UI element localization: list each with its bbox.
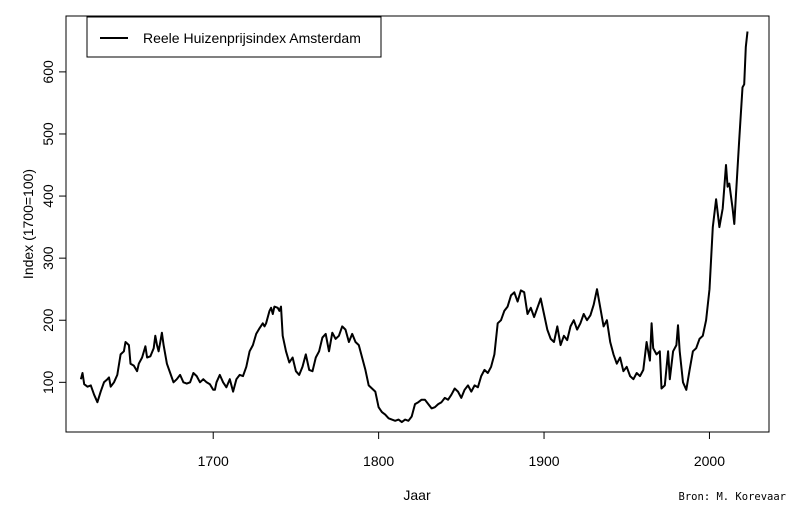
y-tick-label: 100 [40,370,56,394]
source-credit: Bron: M. Korevaar [678,491,786,503]
x-tick-label: 2000 [694,453,725,469]
x-tick-label: 1900 [528,453,559,469]
legend-box [86,16,382,58]
x-tick-label: 1800 [363,453,394,469]
x-tick-label: 1700 [198,453,229,469]
y-tick-label: 300 [40,246,56,270]
y-tick-label: 200 [40,308,56,332]
legend: Reele Huizenprijsindex Amsterdam [86,16,382,58]
y-tick-label: 500 [40,122,56,146]
plot-frame [65,15,770,433]
legend-entry-label: Reele Huizenprijsindex Amsterdam [143,30,361,46]
x-axis: 1700 1800 1900 2000 [198,432,725,469]
y-axis: 100 200 300 400 500 600 [40,60,66,394]
y-axis-label: Index (1700=100) [20,169,36,279]
y-tick-label: 600 [40,60,56,84]
y-tick-label: 400 [40,184,56,208]
series-line-huizenprijsindex [79,31,749,424]
x-axis-label: Jaar [403,487,431,503]
